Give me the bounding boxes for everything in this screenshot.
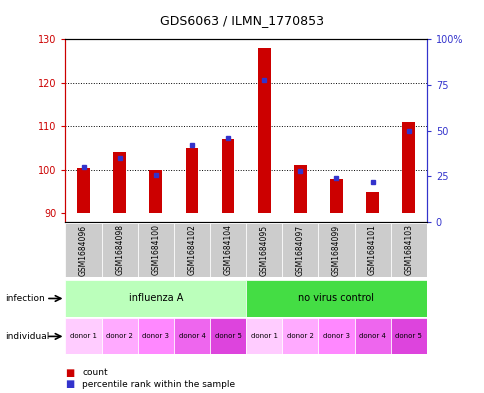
Bar (354, 318, 390, 354)
Bar (65, 318, 102, 354)
Bar (102, 223, 137, 277)
Bar (210, 318, 245, 354)
Bar (282, 318, 318, 354)
Text: GSM1684099: GSM1684099 (331, 224, 340, 275)
Text: ■: ■ (65, 379, 75, 389)
Bar (173, 223, 210, 277)
Bar (149, 170, 162, 213)
Text: GSM1684097: GSM1684097 (295, 224, 304, 275)
Bar (113, 152, 126, 213)
Bar (185, 148, 198, 213)
Bar (245, 318, 282, 354)
Bar (282, 223, 318, 277)
Text: GSM1684104: GSM1684104 (223, 224, 232, 275)
Text: donor 4: donor 4 (359, 333, 385, 340)
Bar (65, 280, 245, 317)
Bar (354, 223, 390, 277)
Text: infection: infection (5, 294, 45, 303)
Text: donor 2: donor 2 (106, 333, 133, 340)
Bar (102, 318, 137, 354)
Text: donor 5: donor 5 (214, 333, 241, 340)
Text: donor 1: donor 1 (70, 333, 97, 340)
Text: donor 1: donor 1 (250, 333, 277, 340)
Bar (245, 280, 426, 317)
Text: GDS6063 / ILMN_1770853: GDS6063 / ILMN_1770853 (160, 14, 324, 27)
Bar (221, 140, 234, 213)
Text: GSM1684100: GSM1684100 (151, 224, 160, 275)
Text: GSM1684102: GSM1684102 (187, 224, 196, 275)
Text: no virus control: no virus control (298, 294, 374, 303)
Text: donor 3: donor 3 (142, 333, 169, 340)
Text: individual: individual (5, 332, 49, 341)
Text: donor 3: donor 3 (322, 333, 349, 340)
Text: influenza A: influenza A (128, 294, 182, 303)
Bar (318, 318, 354, 354)
Text: donor 2: donor 2 (287, 333, 313, 340)
Bar (77, 168, 90, 213)
Text: GSM1684095: GSM1684095 (259, 224, 268, 275)
Text: count: count (82, 368, 108, 377)
Text: GSM1684101: GSM1684101 (367, 224, 377, 275)
Bar (257, 48, 270, 213)
Text: donor 4: donor 4 (178, 333, 205, 340)
Text: GSM1684096: GSM1684096 (79, 224, 88, 275)
Bar (390, 223, 426, 277)
Bar (173, 318, 210, 354)
Bar (365, 191, 378, 213)
Text: percentile rank within the sample: percentile rank within the sample (82, 380, 235, 389)
Bar (293, 165, 306, 213)
Bar (137, 223, 173, 277)
Bar (402, 122, 414, 213)
Bar (137, 318, 173, 354)
Text: ■: ■ (65, 367, 75, 378)
Bar (210, 223, 245, 277)
Bar (318, 223, 354, 277)
Bar (330, 178, 342, 213)
Bar (65, 223, 102, 277)
Bar (390, 318, 426, 354)
Text: donor 5: donor 5 (394, 333, 421, 340)
Text: GSM1684103: GSM1684103 (403, 224, 412, 275)
Bar (245, 223, 282, 277)
Text: GSM1684098: GSM1684098 (115, 224, 124, 275)
